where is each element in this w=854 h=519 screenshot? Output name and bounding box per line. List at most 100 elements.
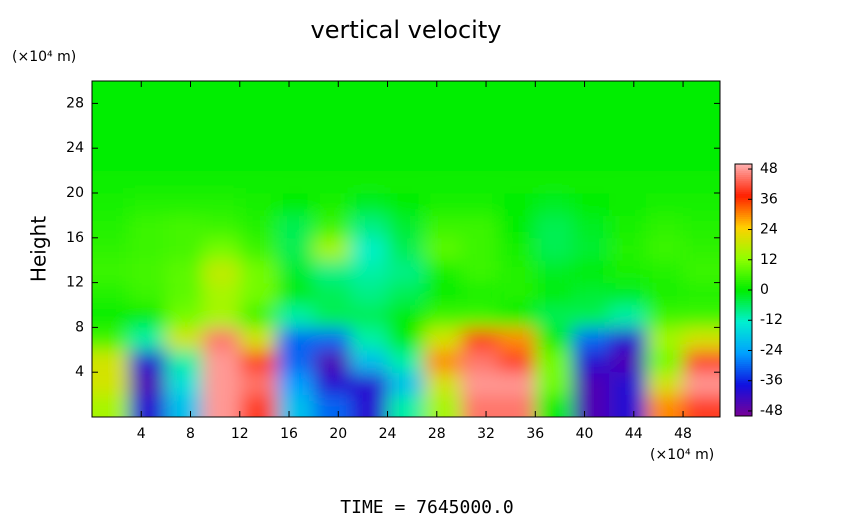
heatmap-cell <box>461 305 499 328</box>
colorbar-segment <box>735 371 752 375</box>
heatmap-cell <box>350 215 389 239</box>
heatmap-cell <box>128 349 167 373</box>
heatmap-cell <box>92 148 130 172</box>
heatmap-cell <box>350 372 389 396</box>
colorbar-segment <box>735 231 752 234</box>
heatmap-cell <box>572 81 610 104</box>
heatmap-cell <box>646 237 684 261</box>
y-axis-label: Height <box>27 216 51 282</box>
heatmap-cell <box>535 125 573 149</box>
colorbar-segment <box>735 319 752 322</box>
x-tick-label: 16 <box>280 426 298 442</box>
heatmap-cell <box>572 193 610 216</box>
heatmap-cell <box>498 282 536 306</box>
colorbar-segment <box>735 392 752 396</box>
heatmap-cell <box>92 81 130 104</box>
colorbar-segment <box>735 317 752 320</box>
heatmap-cell <box>387 372 425 396</box>
colorbar-segment <box>735 269 752 272</box>
heatmap-cell <box>128 237 167 261</box>
heatmap-cell <box>350 237 389 261</box>
colorbar-segment <box>735 197 752 201</box>
heatmap-cell <box>276 215 315 239</box>
heatmap-cell <box>461 394 499 417</box>
heatmap-cell <box>350 305 389 328</box>
heatmap-cell <box>202 81 241 104</box>
heatmap-cell <box>92 305 130 328</box>
heatmap-cell <box>424 215 462 239</box>
heatmap-cell <box>276 237 315 261</box>
heatmap-cell <box>128 125 167 149</box>
heatmap-cell <box>350 349 389 373</box>
colorbar-segment <box>735 273 752 276</box>
heatmap-cell <box>646 372 684 396</box>
heatmap-cell <box>313 394 352 417</box>
colorbar-segment <box>735 250 752 253</box>
heatmap-cell <box>165 237 204 261</box>
colorbar-segment <box>735 266 752 270</box>
heatmap-cell <box>461 81 499 104</box>
colorbar-segment <box>735 212 752 215</box>
colorbar-segment <box>735 216 752 220</box>
heatmap-cell <box>128 103 167 127</box>
colorbar-segment <box>735 224 752 228</box>
colorbar-segment <box>735 170 752 173</box>
heatmap-cell <box>461 372 499 396</box>
heatmap-cell <box>165 305 204 328</box>
heatmap-cell <box>535 349 573 373</box>
heatmap-cell <box>424 237 462 261</box>
footer: TIME = 7645000.0 <box>340 497 513 518</box>
heatmap-cell <box>350 260 389 284</box>
heatmap-cell <box>387 260 425 284</box>
heatmap-cell <box>387 103 425 127</box>
heatmap-cell <box>128 170 167 194</box>
heatmap-cell <box>535 237 573 261</box>
colorbar-tick-label: 48 <box>760 161 778 177</box>
colorbar-segment <box>735 176 752 180</box>
heatmap-cell <box>572 125 610 149</box>
heatmap-cells <box>92 81 720 417</box>
heatmap-cell <box>424 372 462 396</box>
colorbar-segment <box>735 239 752 243</box>
colorbar-segment <box>735 306 752 310</box>
colorbar-segment <box>735 172 752 175</box>
heatmap-cell <box>498 125 536 149</box>
heatmap-cell <box>165 148 204 172</box>
heatmap-cell <box>313 260 352 284</box>
colorbar-segment <box>735 367 752 371</box>
colorbar-tick-label: 24 <box>760 222 778 238</box>
heatmap-cell <box>572 372 610 396</box>
colorbar-segment <box>735 285 752 289</box>
colorbar-segment <box>735 336 752 339</box>
heatmap-cell <box>276 349 315 373</box>
heatmap-cell <box>276 327 315 351</box>
heatmap-cell <box>535 282 573 306</box>
colorbar-segment <box>735 346 752 350</box>
y-tick-label: 28 <box>66 95 84 111</box>
heatmap-cell <box>128 193 167 216</box>
heatmap-cell <box>165 193 204 216</box>
heatmap-cell <box>609 148 647 172</box>
heatmap-cell <box>350 170 389 194</box>
heatmap-cell <box>239 394 278 417</box>
colorbar-segment <box>735 292 752 295</box>
heatmap-cell <box>572 215 610 239</box>
colorbar-segment <box>735 355 752 358</box>
colorbar-segment <box>735 164 752 167</box>
heatmap-cell <box>572 170 610 194</box>
heatmap-cell <box>128 81 167 104</box>
heatmap-cell <box>92 193 130 216</box>
heatmap-cell <box>92 327 130 351</box>
heatmap-cell <box>572 148 610 172</box>
heatmap-cell <box>535 103 573 127</box>
heatmap-cell <box>239 282 278 306</box>
colorbar-segment <box>735 369 752 373</box>
heatmap-cell <box>646 327 684 351</box>
colorbar-segment <box>735 321 752 325</box>
heatmap-cell <box>276 148 315 172</box>
heatmap-cell <box>239 349 278 373</box>
heatmap-cell <box>646 103 684 127</box>
colorbar-segment <box>735 353 752 356</box>
colorbar-segment <box>735 237 752 241</box>
